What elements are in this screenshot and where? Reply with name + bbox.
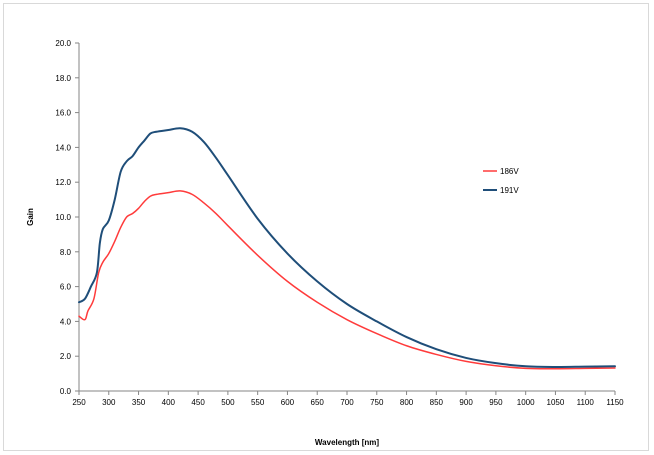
y-axis-title: Gain (26, 208, 35, 226)
legend-label-191v: 191V (500, 186, 519, 195)
legend: 186V 191V (483, 167, 519, 195)
x-tick-label: 450 (191, 398, 205, 407)
y-tick-label: 8.0 (60, 248, 72, 257)
x-tick-label: 950 (489, 398, 503, 407)
y-tick-label: 6.0 (60, 283, 72, 292)
y-tick-label: 10.0 (55, 213, 71, 222)
x-tick-label: 850 (430, 398, 444, 407)
x-tick-label: 550 (251, 398, 265, 407)
x-tick-label: 600 (281, 398, 295, 407)
x-tick-label: 1050 (547, 398, 565, 407)
series-layer (78, 127, 616, 370)
y-tick-label: 18.0 (55, 74, 71, 83)
y-tick-label: 2.0 (60, 352, 72, 361)
x-axis-title: Wavelength [nm] (315, 438, 379, 447)
x-tick-label: 400 (162, 398, 176, 407)
y-tick-label: 0.0 (60, 387, 72, 396)
series-line-186v (78, 190, 616, 370)
x-tick-label: 700 (340, 398, 354, 407)
legend-label-186v: 186V (500, 167, 519, 176)
y-tick-label: 14.0 (55, 143, 71, 152)
x-tick-label: 1150 (606, 398, 624, 407)
x-tick-label: 500 (221, 398, 235, 407)
x-tick-label: 650 (311, 398, 325, 407)
y-tick-label: 16.0 (55, 109, 71, 118)
y-tick-label: 4.0 (60, 317, 72, 326)
x-tick-label: 250 (72, 398, 86, 407)
y-tick-label: 12.0 (55, 178, 71, 187)
x-axis: 250 300 350 400 450 500 550 600 650 700 750 800 850 9… (72, 390, 624, 407)
x-tick-label: 1100 (577, 398, 595, 407)
y-tick-label: 20.0 (55, 39, 71, 48)
x-tick-label: 800 (400, 398, 414, 407)
x-tick-label: 1000 (517, 398, 535, 407)
x-tick-label: 750 (370, 398, 384, 407)
x-tick-label: 350 (132, 398, 146, 407)
series-line-191v (78, 127, 616, 368)
chart-frame (3, 3, 649, 451)
x-tick-label: 900 (459, 398, 473, 407)
y-axis: 0.0 2.0 4.0 6.0 8.0 10.0 12.0 14.0 16.0 18.0 20.0 (55, 39, 80, 396)
x-tick-label: 300 (102, 398, 116, 407)
